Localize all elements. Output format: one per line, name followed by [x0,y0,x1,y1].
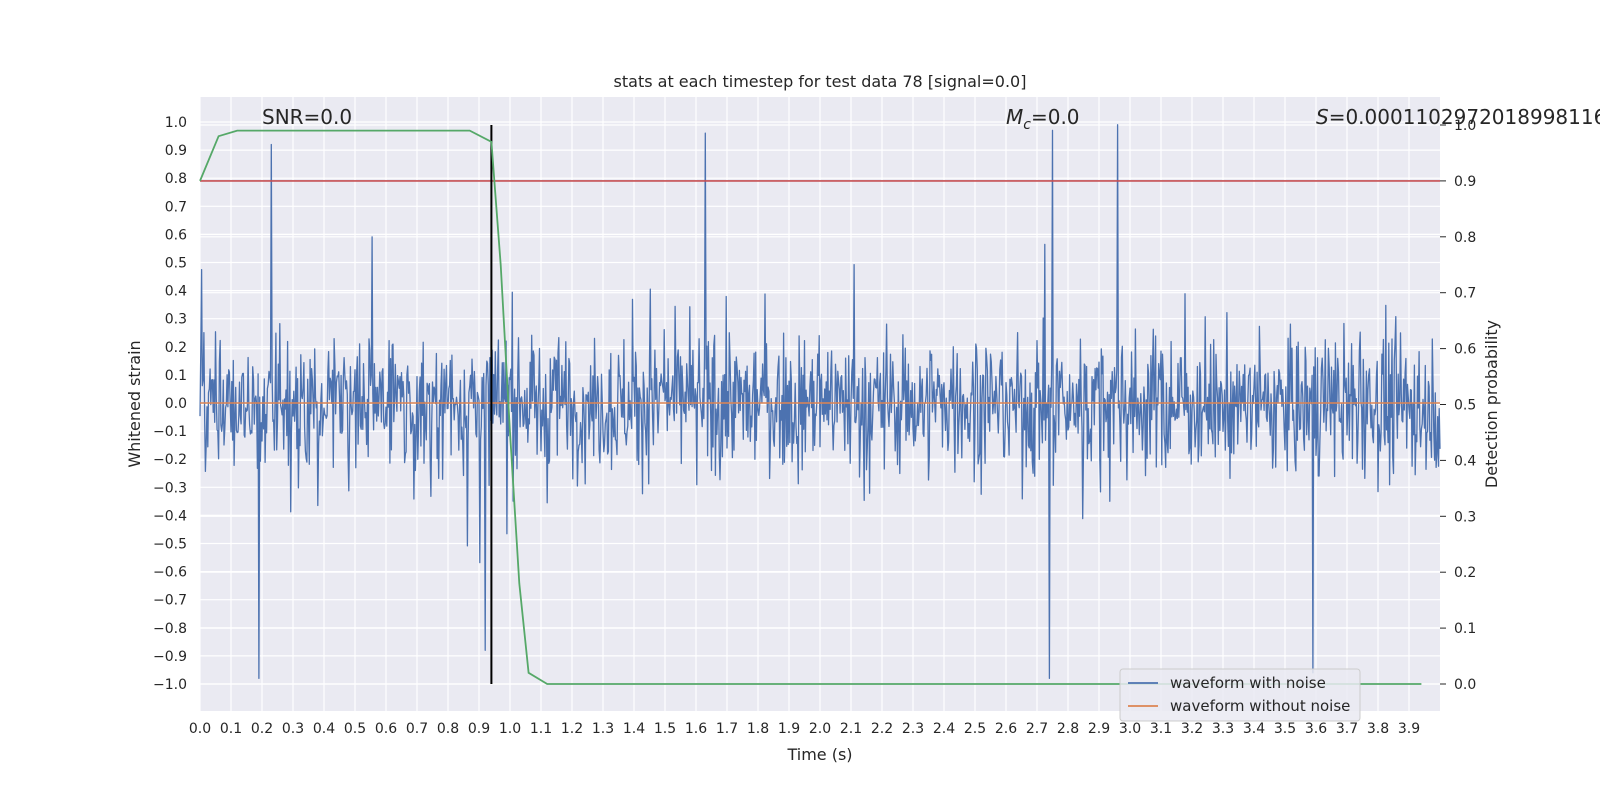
x-tick-label: 0.6 [375,721,397,737]
y-left-tick-label: 0.4 [165,284,187,300]
y-right-tick-label: 0.3 [1454,509,1476,525]
y-right-tick-label: 0.8 [1454,230,1476,246]
x-tick-label: 2.6 [995,721,1017,737]
x-tick-label: 1.7 [716,721,738,737]
y-right-tick-label: 0.7 [1454,286,1476,302]
x-tick-label: 1.5 [654,721,676,737]
x-tick-label: 3.3 [1212,721,1234,737]
y-right-tick-label: 0.9 [1454,174,1476,190]
y-left-tick-label: 0.3 [165,312,187,328]
chirp-mass-annotation: Mc=0.0 [1006,105,1080,133]
x-tick-label: 1.1 [530,721,552,737]
chart-title: stats at each timestep for test data 78 … [614,72,1027,91]
x-tick-label: 2.4 [933,721,955,737]
x-tick-label: 2.2 [871,721,893,737]
x-tick-label: 1.6 [685,721,707,737]
y-right-tick-label: 0.2 [1454,565,1476,581]
x-tick-label: 3.5 [1274,721,1296,737]
x-tick-label: 1.9 [778,721,800,737]
y-left-tick-label: 0.1 [165,368,187,384]
x-tick-label: 2.9 [1088,721,1110,737]
series-waveform-with-noise [199,124,1441,680]
y-left-tick-label: −0.8 [153,621,187,637]
y-left-tick-label: 0.8 [165,171,187,187]
x-tick-label: 1.3 [592,721,614,737]
mc-subscript: c [1023,117,1031,133]
y-left-tick-label: −0.1 [153,424,187,440]
x-tick-label: 3.2 [1181,721,1203,737]
y-left-tick-label: 0.9 [165,143,187,159]
y-left-tick-label: 0.7 [165,199,187,215]
y-left-tick-label: 1.0 [165,115,187,131]
y-left-tick-label: −0.5 [153,537,187,553]
x-tick-label: 3.6 [1305,721,1327,737]
y-left-tick-label: 0.2 [165,340,187,356]
y-left-tick-label: −0.3 [153,480,187,496]
y-right-tick-label: 0.4 [1454,453,1476,469]
x-tick-label: 3.7 [1336,721,1358,737]
y-left-tick-label: −0.7 [153,593,187,609]
x-tick-label: 3.8 [1367,721,1389,737]
x-tick-label: 3.0 [1119,721,1141,737]
x-tick-label: 2.3 [902,721,924,737]
x-tick-label: 0.3 [282,721,304,737]
x-tick-label: 1.0 [499,721,521,737]
x-tick-label: 0.1 [220,721,242,737]
x-tick-label: 2.0 [809,721,831,737]
x-tick-label: 0.9 [468,721,490,737]
y-right-tick-label: 0.5 [1454,398,1476,414]
y-left-axis-ticks: 1.0 0.9 0.8 0.7 0.6 0.5 0.4 0.3 0.2 0.1 0.0 −0.1 −0.… [153,115,187,693]
x-tick-label: 2.8 [1057,721,1079,737]
mc-value: =0.0 [1031,105,1080,129]
y-right-tick-label: 0.6 [1454,342,1476,358]
y-left-tick-label: 0.0 [165,396,187,412]
legend-box [1119,668,1361,722]
noise-trace [199,124,1441,680]
y-axis-label-left: Whitened strain [125,340,144,467]
y-right-tick-label: 1.0 [1454,118,1476,134]
legend-label-noise: waveform with noise [1170,674,1326,692]
s-value: =0.00011029720189981163 [1329,105,1600,129]
x-tick-label: 2.7 [1026,721,1048,737]
x-tick-label: 0.8 [437,721,459,737]
x-tick-label: 2.5 [964,721,986,737]
x-tick-label: 0.4 [313,721,335,737]
y-right-axis-ticks: 1.0 0.9 0.8 0.7 0.6 0.5 0.4 0.3 0.2 0.1 0.0 [1440,118,1476,693]
y-left-tick-label: 0.5 [165,256,187,272]
x-tick-label: 1.2 [561,721,583,737]
x-tick-label: 3.9 [1398,721,1420,737]
x-tick-label: 1.4 [623,721,645,737]
legend: waveform with noise waveform without noi… [1119,668,1361,722]
mc-symbol: M [1006,105,1023,129]
x-tick-label: 1.8 [747,721,769,737]
x-tick-label: 2.1 [840,721,862,737]
x-tick-label: 0.5 [344,721,366,737]
y-right-tick-label: 0.0 [1454,677,1476,693]
y-left-tick-label: 0.6 [165,227,187,243]
series-detection-probability [199,129,1422,685]
legend-label-clean: waveform without noise [1170,697,1350,715]
snr-annotation: SNR=0.0 [262,105,352,129]
y-left-tick-label: −1.0 [153,677,187,693]
y-right-tick-label: 0.1 [1454,621,1476,637]
y-left-tick-label: −0.9 [153,649,187,665]
y-left-tick-label: −0.6 [153,565,187,581]
x-tick-label: 0.7 [406,721,428,737]
s-symbol: S [1316,105,1329,129]
x-tick-label: 0.0 [189,721,211,737]
y-left-tick-label: −0.4 [153,508,187,524]
x-tick-label: 3.4 [1243,721,1265,737]
x-tick-label: 3.1 [1150,721,1172,737]
s-annotation: S=0.00011029720189981163 [1316,105,1600,129]
x-axis-label: Time (s) [786,745,852,764]
x-tick-label: 0.2 [251,721,273,737]
y-left-tick-label: −0.2 [153,452,187,468]
y-axis-label-right: Detection probability [1482,320,1501,488]
x-axis-ticks: 0.0 0.1 0.2 0.3 0.4 0.5 0.6 0.7 0.8 0.9 1.0 1.1 1.2 1… [189,721,1420,737]
